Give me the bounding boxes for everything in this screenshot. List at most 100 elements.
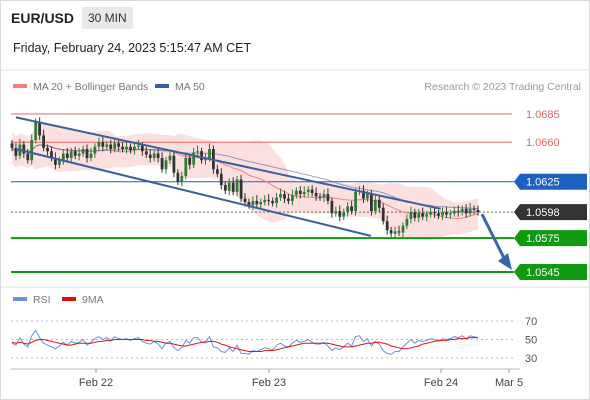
candle-body (180, 176, 184, 182)
candle-body (437, 213, 440, 216)
price-level-label: 1.0598 (526, 207, 560, 219)
candle-body (413, 212, 417, 218)
candle-body (140, 145, 144, 152)
candle-body (421, 213, 425, 217)
candle-body (152, 153, 156, 158)
candle-body (409, 212, 413, 219)
candle-body (456, 211, 460, 213)
price-level-label: 1.0575 (526, 233, 560, 245)
price-level-tag (514, 204, 587, 221)
candle-body (247, 202, 251, 206)
candle-body (148, 154, 152, 158)
candle-body (354, 191, 357, 212)
candle-body (405, 219, 409, 226)
candle-body (14, 147, 18, 156)
rsi-level-label: 70 (525, 316, 537, 328)
candle-body (259, 202, 263, 205)
candle-body (326, 194, 330, 201)
candle-body (370, 194, 373, 211)
ma20-legend-swatch (13, 84, 27, 88)
ma50-legend-swatch (155, 84, 169, 88)
price-level-tag (514, 173, 587, 190)
candle-body (61, 153, 65, 161)
candle-body (263, 199, 267, 203)
candle-body (125, 146, 128, 149)
timeframe-button[interactable]: 30 MIN (82, 7, 133, 29)
candle-body (377, 199, 381, 208)
candle-body (26, 153, 30, 161)
top-legend: MA 20 + Bollinger Bands MA 50 Research ©… (13, 81, 581, 93)
candle-body (69, 151, 73, 158)
candle-body (101, 142, 105, 147)
candle-body (223, 185, 227, 191)
candle-body (393, 231, 397, 234)
candle-body (121, 146, 124, 149)
candle-body (77, 153, 81, 156)
channel-lower-line (15, 148, 372, 237)
candle-body (255, 200, 259, 205)
x-tick-label: Feb 22 (79, 377, 113, 389)
rsi-9ma-line (11, 337, 478, 352)
rsi-level-label: 30 (525, 353, 537, 365)
candle-body (468, 208, 472, 214)
candle-body (429, 212, 432, 215)
rsi-legend-swatch (13, 297, 27, 301)
candle-body (322, 194, 326, 198)
candle-body (73, 151, 77, 156)
candle-body (192, 152, 196, 165)
candle-body (105, 144, 109, 147)
candle-body (50, 151, 53, 158)
candle-body (216, 169, 219, 174)
candle-body (10, 143, 14, 148)
candle-body (310, 189, 314, 193)
candle-body (168, 155, 172, 161)
candle-body (85, 149, 89, 158)
candle-body (401, 225, 405, 233)
candle-body (227, 182, 231, 191)
candle-body (314, 193, 318, 197)
x-tick-label: Feb 24 (424, 377, 458, 389)
candle-body (397, 231, 401, 233)
candle-body (275, 197, 278, 204)
candle-body (219, 173, 223, 186)
price-level-label: 1.0685 (526, 109, 560, 121)
price-level-label: 1.0545 (526, 267, 560, 279)
price-level-tag (514, 230, 587, 247)
candle-body (196, 151, 199, 153)
candle-body (30, 140, 34, 161)
nine-ma-legend-label: 9MA (82, 294, 104, 306)
candle-body (235, 179, 239, 192)
candle-body (449, 213, 452, 215)
ma20-legend-label: MA 20 + Bollinger Bands (33, 81, 148, 93)
price-level-lines (11, 113, 514, 273)
candle-body (109, 144, 113, 149)
candle-body (144, 151, 148, 155)
chart-datetime: Friday, February 24, 2023 5:15:47 AM CET (13, 41, 252, 55)
candle-body (460, 208, 464, 213)
candle-body (464, 208, 468, 214)
candle-body (271, 200, 274, 204)
candle-body (239, 179, 243, 199)
forecast-arrow-shaft (480, 213, 507, 261)
candle-body (58, 160, 61, 165)
candle-body (164, 160, 168, 170)
candle-body (346, 206, 350, 213)
x-tick-label: Feb 23 (252, 377, 286, 389)
candle-body (279, 194, 282, 198)
candle-body (385, 221, 389, 231)
candle-body (330, 200, 334, 214)
candle-body (287, 198, 290, 201)
candle-body (93, 146, 97, 154)
ma50-legend-label: MA 50 (175, 81, 205, 93)
candle-body (42, 135, 45, 148)
candle-body (137, 145, 140, 147)
time-axis: Feb 22 Feb 23 Feb 24 Mar 5 (79, 369, 523, 389)
candle-body (283, 194, 286, 199)
forecast-arrow-head (498, 253, 512, 270)
candle-body (338, 211, 342, 217)
candle-body (433, 212, 436, 214)
candle-body (46, 147, 49, 152)
rsi-legend: RSI 9MA (13, 294, 104, 306)
candle-body (445, 212, 448, 215)
chart-header: EUR/USD 30 MIN (0, 0, 590, 38)
